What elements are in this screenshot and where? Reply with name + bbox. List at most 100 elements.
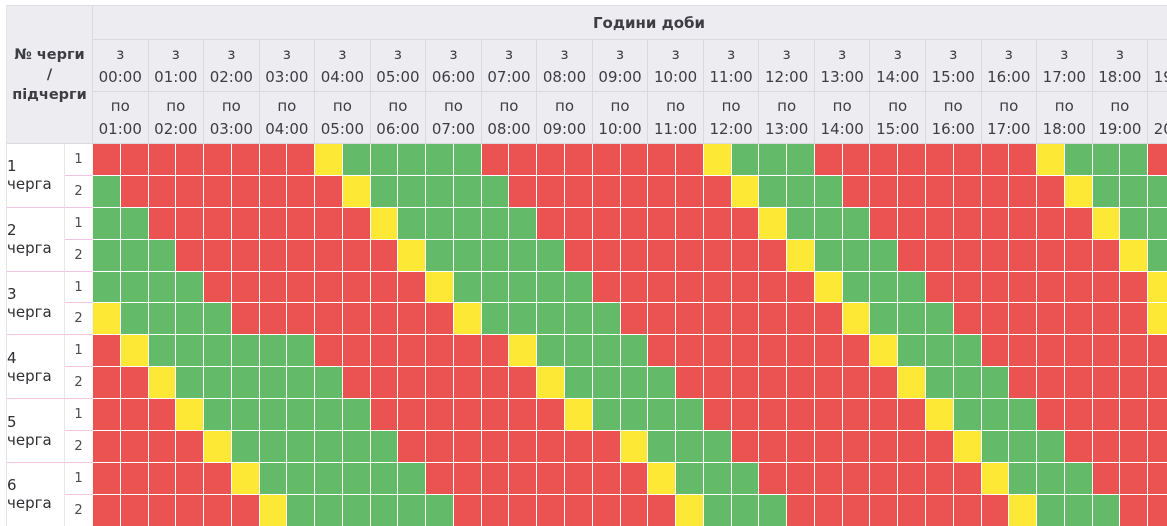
schedule-cell [731,494,760,526]
schedule-cell [176,431,205,463]
schedule-cell [537,175,566,208]
schedule-cell [1092,399,1121,432]
schedule-cell [648,399,677,432]
schedule-cell [759,431,788,463]
schedule-cell [620,239,649,272]
schedule-cell [731,431,760,463]
schedule-cell [1064,144,1093,176]
schedule-cell [370,303,399,336]
schedule-cell [676,335,704,368]
schedule-cell [981,431,1010,463]
schedule-cell [1009,207,1038,240]
schedule-cell [731,207,760,240]
schedule-cell [509,207,538,240]
schedule-cell [231,175,260,208]
schedule-cell [398,335,427,368]
schedule-cell [537,144,566,176]
schedule-cell [481,335,510,368]
schedule-cell [287,207,316,240]
schedule-cell [93,494,121,526]
subqueue-label: 1 [65,144,93,176]
schedule-cell [148,271,177,304]
schedule-cell [1148,207,1167,240]
schedule-cell [925,175,954,208]
schedule-row-6-2: 2 [65,494,1167,526]
schedule-cell [1120,271,1149,304]
schedule-cell [1009,462,1038,495]
schedule-cell [925,494,954,526]
schedule-cell [148,367,177,400]
schedule-cell [953,494,982,526]
schedule-cell [1148,462,1167,495]
schedule-cell [93,144,121,176]
schedule-cell [426,367,454,400]
schedule-cell [204,239,232,272]
schedule-cell [1064,239,1093,272]
schedule-cell [342,239,371,272]
hour-from-header-5: з 05:00 [370,40,427,92]
schedule-cell [537,207,566,240]
schedule-row-3-1: 1 [65,271,1167,304]
schedule-cell [259,271,288,304]
schedule-cell [703,399,732,432]
queue-group-5: 5 черга 1 2 [7,399,1167,463]
schedule-row-4-1: 1 [65,335,1167,368]
schedule-cell [509,367,538,400]
schedule-cell [592,207,621,240]
schedule-cell [1037,271,1065,304]
schedule-cell [759,144,788,176]
schedule-cell [787,144,815,176]
schedule-cell [648,144,677,176]
schedule-cell [676,271,704,304]
schedule-cell [1064,335,1093,368]
schedule-cell [1037,239,1065,272]
schedule-cell [370,494,399,526]
schedule-cell [426,335,454,368]
schedule-cell [842,271,871,304]
schedule-cell [620,399,649,432]
schedule-cell [814,207,843,240]
schedule-cell [1037,399,1065,432]
schedule-cell [1092,494,1121,526]
hour-from-header-9: з 09:00 [592,40,649,92]
subqueue-label: 2 [65,367,93,400]
schedule-cell [925,144,954,176]
schedule-cell [676,239,704,272]
schedule-cell [981,207,1010,240]
schedule-cell [676,175,704,208]
schedule-cell [842,367,871,400]
schedule-cell [120,239,149,272]
hour-from-header-8: з 08:00 [537,40,593,92]
schedule-cell [592,303,621,336]
schedule-cell [898,207,926,240]
queue-label-5: 5 черга [7,399,65,463]
hour-from-header-13: з 13:00 [814,40,871,92]
schedule-cell [565,271,593,304]
schedule-cell [315,399,343,432]
schedule-cell [814,399,843,432]
hour-to-header-18: по 19:00 [1092,92,1149,144]
schedule-cell [315,239,343,272]
schedule-cell [120,207,149,240]
schedule-cell [1092,303,1121,336]
schedule-cell [1148,239,1167,272]
schedule-cell [426,303,454,336]
schedule-cell [120,271,149,304]
schedule-cell [398,367,427,400]
schedule-cell [565,462,593,495]
schedule-cell [1120,367,1149,400]
schedule-cell [759,271,788,304]
schedule-cell [370,431,399,463]
schedule-cell [1009,303,1038,336]
schedule-cell [1120,303,1149,336]
schedule-cell [1148,367,1167,400]
schedule-cell [1120,207,1149,240]
schedule-cell [287,462,316,495]
schedule-cell [703,431,732,463]
hour-to-header-1: по 02:00 [148,92,205,144]
schedule-cell [426,462,454,495]
schedule-cell [1037,462,1065,495]
schedule-cell [842,303,871,336]
